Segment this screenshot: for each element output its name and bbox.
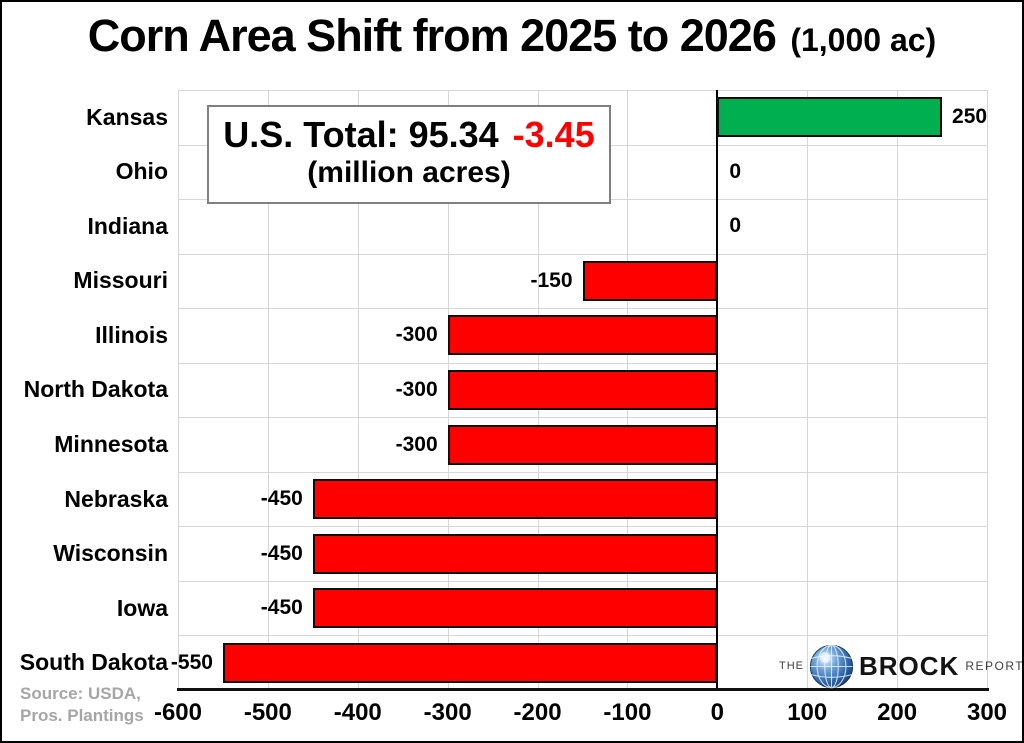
gridline-horizontal	[178, 308, 987, 309]
bar	[582, 260, 718, 301]
gridline-horizontal	[178, 581, 987, 582]
bar-value-label: 0	[729, 159, 742, 183]
globe-icon	[809, 644, 854, 688]
bar	[717, 97, 943, 138]
chart-title: Corn Area Shift from 2025 to 2026 (1,000…	[2, 10, 1022, 62]
zero-line	[716, 90, 719, 690]
bar-value-label: 0	[729, 214, 742, 238]
category-label: Missouri	[73, 267, 168, 294]
category-label: Nebraska	[64, 485, 168, 512]
x-tick-label: -400	[333, 699, 382, 726]
logo-word-brock: BROCK	[859, 650, 960, 681]
bar-value-label: -300	[395, 432, 438, 456]
gridline-horizontal	[178, 472, 987, 473]
category-label: Minnesota	[54, 431, 168, 458]
bar	[312, 479, 718, 520]
gridline-vertical	[807, 90, 808, 690]
x-tick-label: 100	[787, 699, 828, 726]
logo-word-the: THE	[779, 660, 804, 672]
bar-value-label: -300	[395, 323, 438, 347]
bar	[312, 588, 718, 629]
us-total-annotation: U.S. Total: 95.34 -3.45 (million acres)	[207, 105, 611, 204]
bar-value-label: -450	[260, 596, 303, 620]
category-label: Ohio	[115, 158, 168, 185]
category-label: North Dakota	[23, 376, 168, 403]
gridline-vertical	[178, 90, 179, 690]
bar-value-label: -300	[395, 377, 438, 401]
category-label: Illinois	[95, 321, 168, 348]
bar	[447, 315, 718, 356]
bar-value-label: -450	[260, 541, 303, 565]
logo-word-report: REPORT	[965, 659, 1024, 673]
gridline-horizontal	[178, 254, 987, 255]
gridline-horizontal	[178, 635, 987, 636]
bar-value-label: -450	[260, 487, 303, 511]
x-axis-line	[177, 688, 989, 691]
brock-report-logo: THE BROCK REPORT	[779, 642, 1024, 690]
x-tick-label: -500	[243, 699, 292, 726]
gridline-vertical	[358, 90, 359, 690]
bar-value-label: 250	[952, 105, 988, 129]
category-label: Kansas	[86, 103, 168, 130]
category-label: Iowa	[116, 594, 168, 621]
us-total-change: -3.45	[512, 114, 595, 155]
x-tick-label: -100	[603, 699, 652, 726]
gridline-horizontal	[178, 417, 987, 418]
gridline-horizontal	[178, 90, 987, 91]
bar	[222, 642, 718, 683]
category-label: South Dakota	[19, 649, 168, 676]
gridline-vertical	[268, 90, 269, 690]
x-tick-label: -600	[153, 699, 203, 726]
us-total-unit-note: (million acres)	[307, 156, 511, 189]
bar	[312, 533, 718, 574]
chart-title-text: Corn Area Shift from 2025 to 2026	[87, 10, 777, 61]
us-total-label: U.S. Total: 95.34	[223, 114, 499, 155]
gridline-vertical	[987, 90, 988, 690]
bar-value-label: -550	[170, 650, 213, 674]
category-label: Wisconsin	[53, 540, 168, 567]
gridline-horizontal	[178, 526, 987, 527]
source-line-2: Pros. Plantings	[20, 706, 144, 726]
bar	[447, 424, 718, 465]
x-tick-label: -300	[423, 699, 472, 726]
gridline-vertical	[897, 90, 898, 690]
gridline-horizontal	[178, 363, 987, 364]
chart-title-unit: (1,000 ac)	[790, 22, 937, 58]
x-tick-label: 200	[877, 699, 918, 726]
source-line-1: Source: USDA,	[20, 684, 141, 703]
source-note: Source: USDA, Pros. Plantings	[20, 683, 144, 727]
x-tick-label: 0	[710, 699, 724, 726]
bar-value-label: -150	[530, 268, 573, 292]
x-tick-label: -200	[513, 699, 562, 726]
bar	[447, 370, 718, 410]
x-tick-label: 300	[966, 699, 1008, 726]
category-label: Indiana	[87, 212, 168, 239]
us-total-line: U.S. Total: 95.34 -3.45	[209, 114, 609, 156]
